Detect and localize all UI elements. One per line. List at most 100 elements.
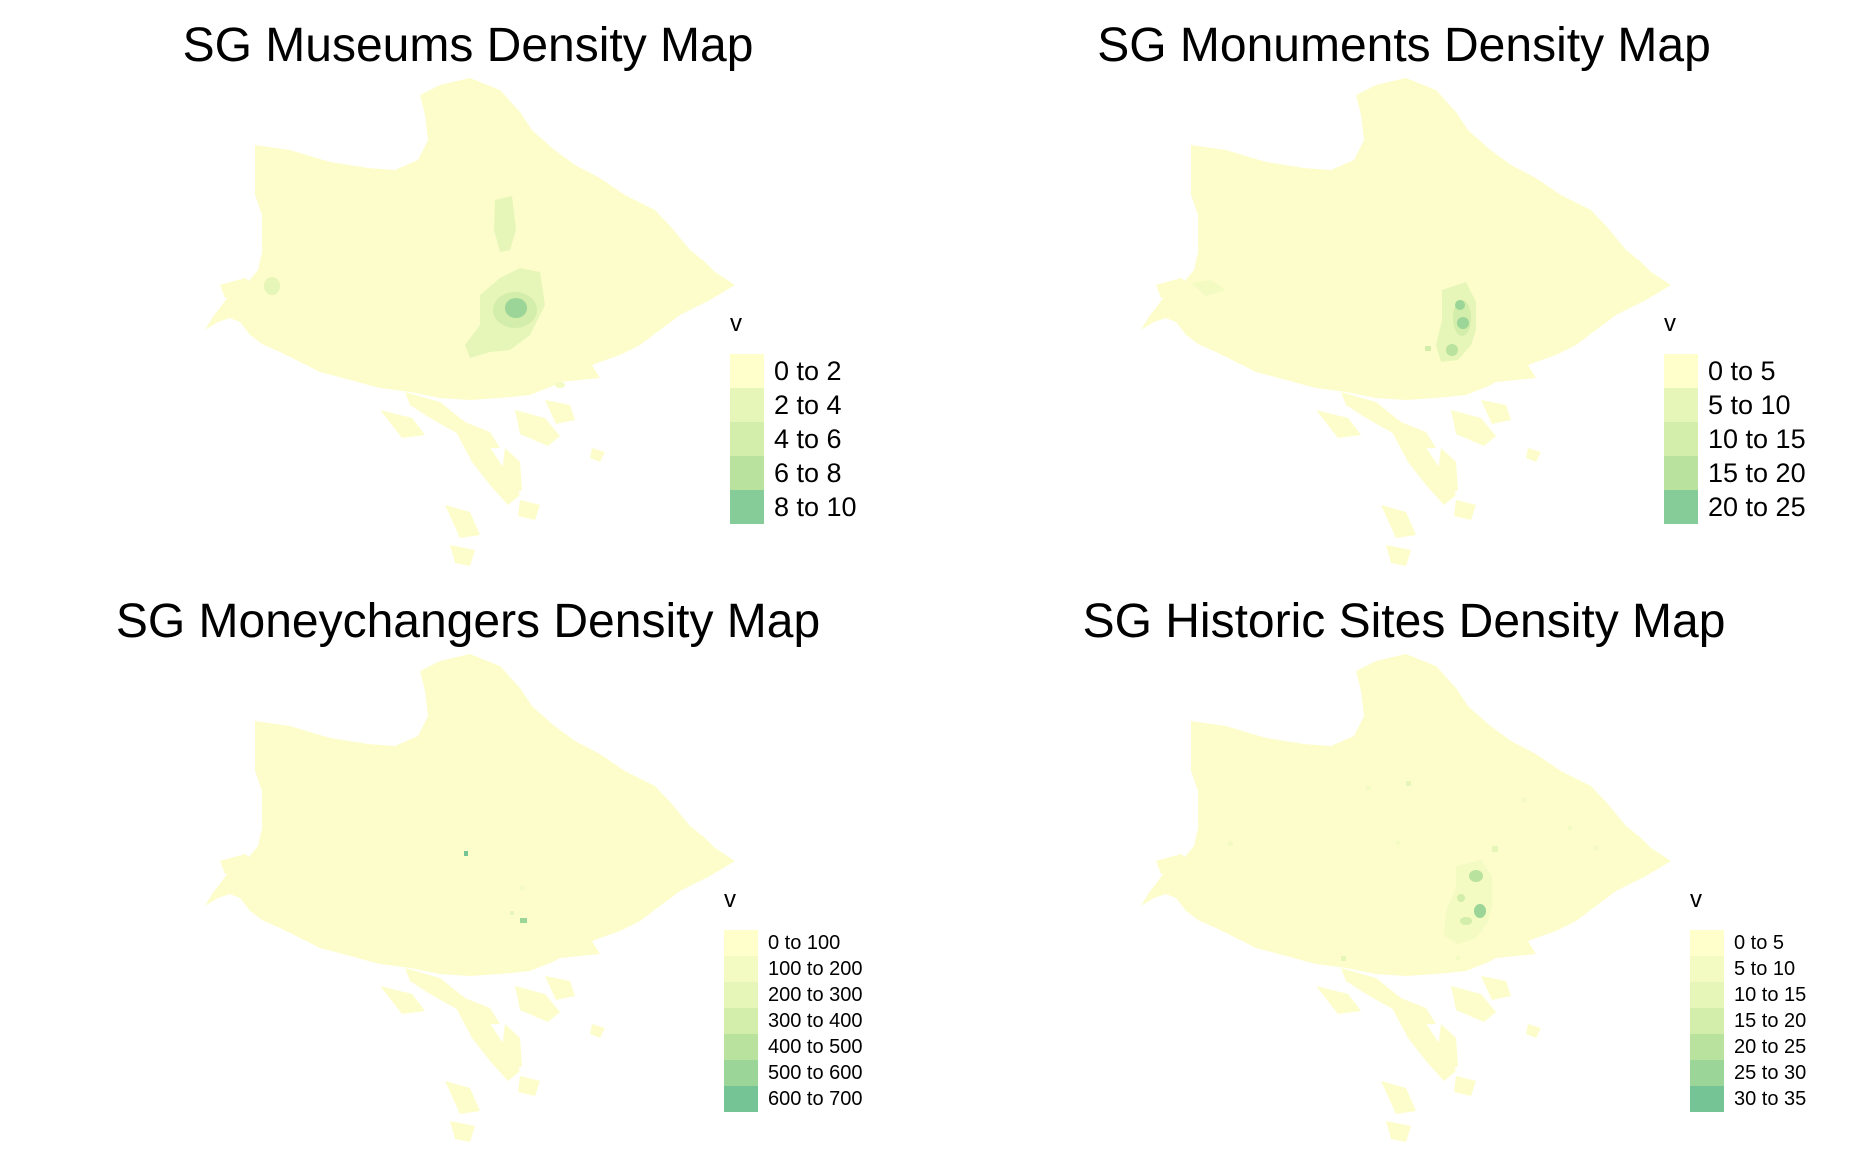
density-cell bbox=[1457, 894, 1465, 902]
legend-label: 300 to 400 bbox=[768, 1009, 863, 1032]
legend-item: 2 to 4 bbox=[730, 388, 857, 422]
legend-label: 6 to 8 bbox=[774, 457, 842, 488]
legend-swatch bbox=[1690, 1060, 1724, 1086]
island-shape bbox=[1438, 448, 1458, 496]
legend-label: 15 to 20 bbox=[1708, 457, 1806, 488]
legend-item: 15 to 20 bbox=[1690, 1008, 1806, 1034]
main-island-shape bbox=[205, 654, 735, 976]
legend-label: 0 to 2 bbox=[774, 355, 842, 386]
island-shape bbox=[220, 854, 258, 874]
island-shape bbox=[1451, 410, 1496, 446]
legend-item: 0 to 5 bbox=[1664, 354, 1806, 388]
island-shape bbox=[266, 295, 300, 312]
legend-swatch bbox=[1690, 1086, 1724, 1112]
legend-swatch bbox=[724, 1034, 758, 1060]
legend-item: 15 to 20 bbox=[1664, 456, 1806, 490]
density-cell bbox=[1469, 870, 1483, 882]
island-shape bbox=[455, 1006, 520, 1081]
density-cell bbox=[1594, 846, 1598, 850]
legend-item: 8 to 10 bbox=[730, 490, 857, 524]
island-shape bbox=[515, 986, 560, 1022]
island-shape bbox=[1156, 854, 1194, 874]
density-cell bbox=[1492, 846, 1498, 852]
legend-swatch bbox=[1664, 490, 1698, 524]
legend-swatch bbox=[1690, 930, 1724, 956]
legend-item: 600 to 700 bbox=[724, 1086, 863, 1112]
legend-item: 6 to 8 bbox=[730, 456, 857, 490]
legend-label: 5 to 10 bbox=[1734, 957, 1796, 980]
legend-item: 10 to 15 bbox=[1664, 422, 1806, 456]
density-cell bbox=[505, 298, 527, 318]
legend-label: 25 to 30 bbox=[1734, 1061, 1807, 1084]
main-island-shape bbox=[205, 78, 735, 400]
island-shape bbox=[518, 1076, 540, 1096]
legend-swatch bbox=[730, 422, 764, 456]
island-shape bbox=[1386, 1121, 1411, 1142]
density-cell bbox=[555, 382, 565, 388]
island-shape bbox=[1374, 906, 1436, 948]
island-shape bbox=[380, 410, 425, 438]
density-cell bbox=[1460, 917, 1472, 925]
legend-item: 200 to 300 bbox=[724, 982, 863, 1008]
density-cell bbox=[1457, 317, 1469, 329]
density-cell bbox=[494, 196, 516, 252]
island-shape bbox=[220, 278, 258, 298]
density-cell bbox=[464, 851, 468, 856]
density-cell bbox=[1406, 781, 1411, 786]
island-shape bbox=[438, 906, 500, 948]
legend-swatch bbox=[730, 388, 764, 422]
legend-label: 15 to 20 bbox=[1734, 1009, 1807, 1032]
legend-label: 200 to 300 bbox=[768, 983, 863, 1006]
island-shape bbox=[450, 1121, 475, 1142]
density-cell bbox=[520, 918, 527, 923]
legend-swatch bbox=[1690, 1008, 1724, 1034]
island-shape bbox=[502, 1024, 522, 1072]
legend-items: 0 to 100 100 to 200 200 to 300 300 to 400 40… bbox=[724, 930, 863, 1112]
density-cell bbox=[1455, 300, 1465, 310]
legend-item: 20 to 25 bbox=[1690, 1034, 1806, 1060]
density-cell bbox=[1341, 956, 1346, 961]
map-title: SG Museums Density Map bbox=[182, 19, 754, 72]
legend-label: 8 to 10 bbox=[774, 491, 857, 522]
island-shape bbox=[545, 976, 575, 1000]
legend-label: 10 to 15 bbox=[1734, 983, 1807, 1006]
legend-label: 5 to 10 bbox=[1708, 389, 1791, 420]
density-cell bbox=[1456, 956, 1460, 960]
main-island-shape bbox=[1141, 78, 1671, 400]
island-shape bbox=[445, 1081, 480, 1114]
island-shape bbox=[518, 500, 540, 520]
island-shape bbox=[502, 448, 522, 496]
island-shape bbox=[1454, 500, 1476, 520]
island-shape bbox=[405, 392, 500, 448]
legend-title: v bbox=[724, 886, 736, 913]
legend-label: 30 to 35 bbox=[1734, 1087, 1807, 1110]
density-map bbox=[1141, 78, 1671, 566]
legend-title: v bbox=[1690, 886, 1702, 913]
legend-swatch bbox=[724, 982, 758, 1008]
island-shape bbox=[1341, 392, 1436, 448]
legend-swatch bbox=[1690, 956, 1724, 982]
density-cell bbox=[1446, 344, 1458, 356]
island-shape bbox=[545, 400, 575, 424]
density-cell bbox=[1396, 841, 1400, 845]
map-panel-historic-sites: SG Historic Sites Density Map v 0 to 5 5 … bbox=[936, 576, 1872, 1152]
legend-item: 5 to 10 bbox=[1664, 388, 1806, 422]
legend-item: 25 to 30 bbox=[1690, 1060, 1806, 1086]
density-map bbox=[1141, 654, 1671, 1142]
island-shape bbox=[455, 430, 520, 505]
legend-label: 20 to 25 bbox=[1734, 1035, 1807, 1058]
density-cell bbox=[1568, 826, 1572, 830]
legend-swatch bbox=[724, 1086, 758, 1112]
legend-item: 0 to 5 bbox=[1690, 930, 1806, 956]
legend-label: 400 to 500 bbox=[768, 1035, 863, 1058]
legend-swatch bbox=[724, 930, 758, 956]
density-cell bbox=[1191, 280, 1226, 296]
island-shape bbox=[1526, 448, 1541, 462]
density-map bbox=[205, 78, 735, 566]
